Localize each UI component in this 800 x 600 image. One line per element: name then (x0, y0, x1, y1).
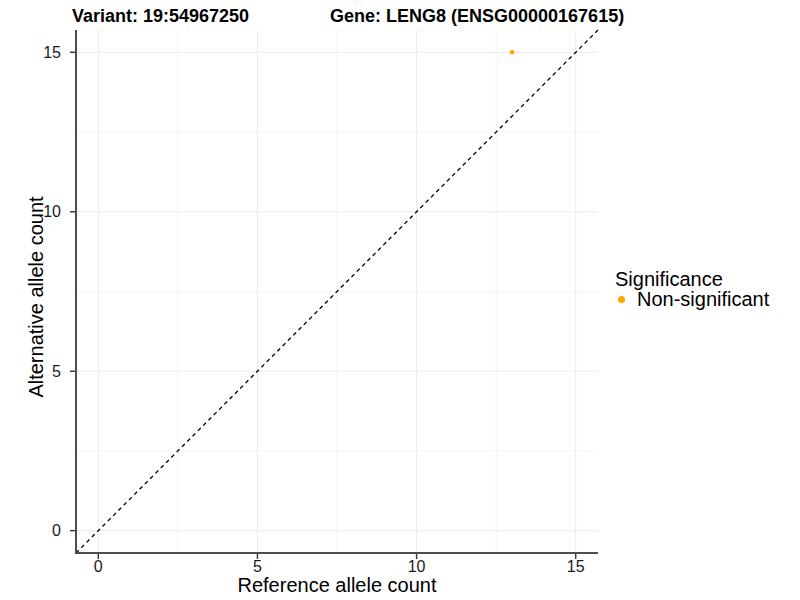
x-tick-label: 15 (567, 558, 585, 575)
y-tick-label: 15 (43, 44, 61, 61)
x-tick-label: 10 (408, 558, 426, 575)
legend-title: Significance (615, 270, 769, 289)
data-point (510, 50, 515, 55)
x-tick-label: 0 (94, 558, 103, 575)
legend: Significance Non-significant (615, 270, 769, 310)
x-axis-title: Reference allele count (76, 575, 598, 595)
legend-item-label: Non-significant (637, 289, 769, 310)
x-tick-label: 5 (253, 558, 262, 575)
legend-point-icon (618, 296, 625, 303)
y-tick-label: 0 (52, 522, 61, 539)
legend-item-non-significant: Non-significant (615, 289, 769, 310)
ase-scatter-figure: Variant: 19:54967250 Gene: LENG8 (ENSG00… (0, 0, 800, 600)
y-axis-title: Alternative allele count (25, 196, 48, 397)
y-tick-label: 5 (52, 363, 61, 380)
